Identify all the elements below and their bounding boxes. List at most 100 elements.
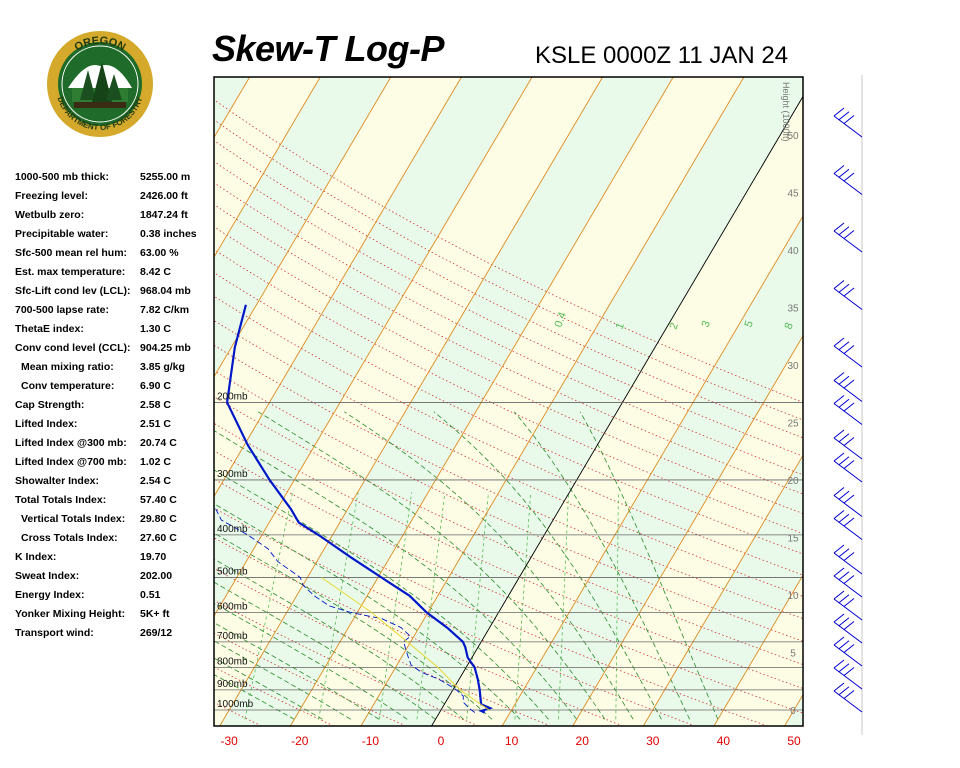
mixing-ratio-line bbox=[615, 492, 619, 720]
barb-flag bbox=[843, 690, 855, 699]
barb-flag bbox=[838, 456, 850, 466]
barb-flag bbox=[838, 594, 850, 604]
stat-label: Lifted Index @300 mb: bbox=[15, 437, 127, 449]
stat-value: 57.40 C bbox=[140, 494, 177, 506]
stat-label: Wetbulb zero: bbox=[15, 209, 85, 221]
stat-value: 2426.00 ft bbox=[140, 190, 188, 202]
stat-label: 700-500 lapse rate: bbox=[15, 304, 109, 316]
stat-value: 8.42 C bbox=[140, 266, 171, 278]
svg-text:OREGON: OREGON bbox=[73, 35, 128, 54]
stat-value: 269/12 bbox=[140, 627, 173, 639]
stat-value: 27.60 C bbox=[140, 532, 177, 544]
isotherm-band bbox=[290, 77, 744, 726]
pressure-label: 200mb bbox=[217, 391, 248, 402]
stat-value: 1.02 C bbox=[140, 456, 171, 468]
barb-flag bbox=[833, 590, 845, 600]
axis-labels: 200mb 300mb 400mb 500mb 600mb 700mb 800mb 900mb… bbox=[217, 82, 801, 748]
wind-barb bbox=[833, 659, 863, 690]
pressure-label: 900mb bbox=[217, 679, 248, 690]
stat-label: Conv cond level (CCL): bbox=[15, 342, 131, 354]
barb-flag bbox=[843, 460, 855, 469]
pressure-label: 800mb bbox=[217, 656, 248, 667]
temperature-line bbox=[225, 304, 494, 714]
x-tick-label: 50 bbox=[787, 734, 801, 748]
stat-label: Yonker Mixing Height: bbox=[15, 608, 126, 620]
stat-row: Lifted Index @700 mb: 1.02 C bbox=[15, 453, 215, 472]
stat-label: Cross Totals Index: bbox=[21, 532, 118, 544]
barb-flag bbox=[843, 402, 855, 412]
stat-label: Transport wind: bbox=[15, 627, 94, 639]
mixing-ratio-line bbox=[466, 492, 489, 720]
wind-barb bbox=[833, 682, 863, 713]
oregon-dept-forestry-logo: OREGON DEPARTMENT OF FORESTRY bbox=[47, 31, 153, 137]
barb-flag bbox=[833, 659, 845, 669]
mixing-ratio-label: 0.4 bbox=[553, 311, 570, 329]
height-tick-label: 30 bbox=[787, 361, 799, 372]
stat-value: 0.51 bbox=[140, 589, 161, 601]
stat-value: 202.00 bbox=[140, 570, 173, 582]
isotherm-band bbox=[502, 216, 803, 726]
mixing-ratio-line bbox=[378, 492, 413, 720]
mixing-ratio-label: 8 bbox=[783, 321, 796, 331]
plot-fill bbox=[214, 77, 803, 726]
mixing-ratio-label: 3 bbox=[700, 319, 713, 329]
height-tick-label: 25 bbox=[787, 419, 799, 430]
stat-value: 19.70 bbox=[140, 551, 167, 563]
barb-flag bbox=[838, 111, 850, 121]
x-tick-label: 40 bbox=[717, 734, 731, 748]
barb-flag bbox=[838, 226, 850, 236]
barb-flag bbox=[843, 575, 855, 584]
wind-barb bbox=[833, 337, 863, 368]
barb-flag bbox=[843, 667, 855, 676]
stat-label: Mean mixing ratio: bbox=[21, 361, 114, 373]
barb-staff bbox=[833, 552, 863, 575]
height-tick-label: 40 bbox=[787, 246, 799, 257]
isotherm-line bbox=[360, 77, 745, 726]
wind-barbs bbox=[833, 75, 863, 735]
barb-staff bbox=[833, 495, 863, 517]
height-tick-label: 10 bbox=[787, 591, 799, 602]
height-tick-label: 35 bbox=[787, 304, 799, 315]
sounding-indices-list: 1000-500 mb thick: 5255.00 m Freezing leve… bbox=[15, 168, 215, 643]
isotherm-line bbox=[219, 77, 604, 726]
stat-label: Lifted Index @700 mb: bbox=[15, 456, 127, 468]
x-tick-label: 30 bbox=[646, 734, 660, 748]
stat-value: 63.00 % bbox=[140, 247, 179, 259]
stat-label: Sweat Index: bbox=[15, 570, 80, 582]
stat-label: Conv temperature: bbox=[21, 380, 115, 392]
height-axis-label: Height (1000ft) bbox=[781, 82, 791, 142]
barb-flag bbox=[838, 617, 850, 627]
stat-value: 1.30 C bbox=[140, 323, 171, 335]
stat-label: ThetaE index: bbox=[15, 323, 84, 335]
stat-label: Sfc-500 mean rel hum: bbox=[15, 247, 128, 259]
stat-value: 0.38 inches bbox=[140, 228, 197, 240]
stat-row: Sfc-500 mean rel hum: 63.00 % bbox=[15, 244, 215, 263]
height-tick-label: 15 bbox=[787, 534, 799, 545]
stat-row: Vertical Totals Index: 29.80 C bbox=[15, 510, 215, 529]
pressure-label: 700mb bbox=[217, 631, 248, 642]
barb-flag bbox=[838, 548, 850, 558]
isotherm-band bbox=[219, 77, 674, 726]
barb-staff bbox=[833, 380, 863, 402]
barb-flag bbox=[838, 571, 850, 581]
stat-value: 20.74 C bbox=[140, 437, 177, 449]
stat-row: Sweat Index: 202.00 bbox=[15, 567, 215, 586]
wind-barb bbox=[833, 487, 863, 517]
stat-row: Energy Index: 0.51 bbox=[15, 586, 215, 605]
stat-label: 1000-500 mb thick: bbox=[15, 171, 109, 183]
stat-row: 1000-500 mb thick: 5255.00 m bbox=[15, 168, 215, 187]
stat-row: Showalter Index: 2.54 C bbox=[15, 472, 215, 491]
isotherm-band bbox=[431, 96, 803, 726]
stat-label: Sfc-Lift cond lev (LCL): bbox=[15, 285, 131, 297]
isotherm-band bbox=[360, 77, 803, 726]
stat-label: K Index: bbox=[15, 551, 57, 563]
stat-value: 5K+ ft bbox=[140, 608, 170, 620]
mixing-ratio-label: 1 bbox=[614, 321, 627, 331]
stat-label: Total Totals Index: bbox=[15, 494, 107, 506]
x-tick-label: -20 bbox=[291, 734, 309, 748]
barb-staff bbox=[833, 437, 863, 460]
barb-flag bbox=[838, 168, 850, 178]
stat-row: Cross Totals Index: 27.60 C bbox=[15, 529, 215, 548]
barb-staff bbox=[833, 230, 863, 253]
isobars bbox=[214, 402, 803, 711]
